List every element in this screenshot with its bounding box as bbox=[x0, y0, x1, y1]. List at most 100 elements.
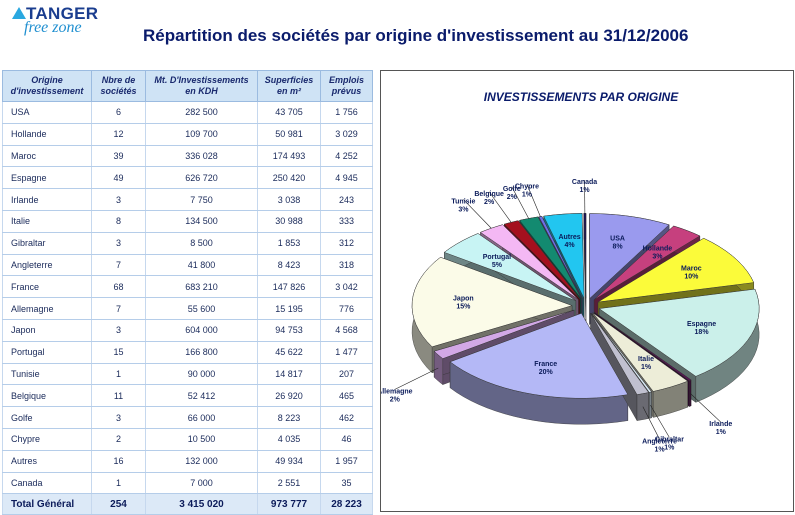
slice-label-name: Autres bbox=[558, 234, 580, 241]
slice-label-percent: 1% bbox=[579, 187, 590, 194]
cell-origine: Chypre bbox=[3, 428, 92, 450]
cell-nbre: 12 bbox=[92, 123, 146, 145]
cell-nbre: 6 bbox=[92, 102, 146, 124]
cell-superficie: 43 705 bbox=[258, 102, 321, 124]
slice-label-percent: 1% bbox=[664, 444, 675, 451]
slice-label-percent: 1% bbox=[716, 429, 727, 436]
cell-nbre: 7 bbox=[92, 298, 146, 320]
cell-emplois: 46 bbox=[321, 428, 373, 450]
cell-origine: France bbox=[3, 276, 92, 298]
cell-montant: 66 000 bbox=[146, 407, 258, 429]
cell-montant: 604 000 bbox=[146, 319, 258, 341]
slice-rim-irlande bbox=[689, 380, 691, 407]
cell-emplois: 3 029 bbox=[321, 123, 373, 145]
cell-montant: 7 000 bbox=[146, 472, 258, 494]
slice-label-percent: 3% bbox=[652, 254, 663, 261]
slice-label-name: Chypre bbox=[515, 183, 539, 190]
slice-label-name: Italie bbox=[638, 356, 654, 363]
cell-superficie: 26 920 bbox=[258, 385, 321, 407]
cell-origine: Angleterre bbox=[3, 254, 92, 276]
cell-emplois: 462 bbox=[321, 407, 373, 429]
cell-emplois: 318 bbox=[321, 254, 373, 276]
slice-label-percent: 1% bbox=[641, 364, 652, 371]
slice-rim-angleterre bbox=[637, 392, 649, 420]
slice-label-percent: 2% bbox=[507, 194, 518, 201]
cell-superficie: 94 753 bbox=[258, 319, 321, 341]
cell-origine: Espagne bbox=[3, 167, 92, 189]
slice-label-percent: 20% bbox=[539, 369, 554, 376]
slice-label-name: Espagne bbox=[687, 321, 716, 328]
slice-label-percent: 5% bbox=[492, 262, 503, 269]
slice-rim-gibraltar bbox=[649, 392, 651, 418]
chart-title: INVESTISSEMENTS PAR ORIGINE bbox=[484, 90, 679, 104]
cell-nbre: 1 bbox=[92, 472, 146, 494]
cell-nbre: 7 bbox=[92, 254, 146, 276]
cell-montant: 336 028 bbox=[146, 145, 258, 167]
cell-origine: Japon bbox=[3, 319, 92, 341]
cell-montant: 134 500 bbox=[146, 210, 258, 232]
cell-montant: 52 412 bbox=[146, 385, 258, 407]
cell-nbre: 3 bbox=[92, 189, 146, 211]
cell-montant: 8 500 bbox=[146, 232, 258, 254]
cell-superficie: 49 934 bbox=[258, 450, 321, 472]
cell-montant: 166 800 bbox=[146, 341, 258, 363]
cell-emplois: 3 042 bbox=[321, 276, 373, 298]
investment-table: Origine d'investissement Nbre de société… bbox=[2, 70, 373, 515]
cell-emplois: 465 bbox=[321, 385, 373, 407]
header-origine: Origine d'investissement bbox=[3, 71, 92, 102]
slice-label-percent: 15% bbox=[456, 304, 471, 311]
cell-nbre: 15 bbox=[92, 341, 146, 363]
cell-superficie: 14 817 bbox=[258, 363, 321, 385]
slice-label-name: Japon bbox=[453, 296, 474, 303]
cell-montant: 55 600 bbox=[146, 298, 258, 320]
slice-label-name: USA bbox=[610, 236, 625, 243]
slice-label-name: Canada bbox=[572, 179, 597, 186]
cell-origine: Belgique bbox=[3, 385, 92, 407]
cell-montant: 90 000 bbox=[146, 363, 258, 385]
cell-origine: Maroc bbox=[3, 145, 92, 167]
slice-label-name: Hollande bbox=[643, 246, 673, 253]
slice-label-percent: 1% bbox=[522, 191, 533, 198]
cell-superficie: 3 038 bbox=[258, 189, 321, 211]
cell-origine: USA bbox=[3, 102, 92, 124]
cell-nbre: 11 bbox=[92, 385, 146, 407]
cell-emplois: 1 756 bbox=[321, 102, 373, 124]
cell-origine: Italie bbox=[3, 210, 92, 232]
cell-origine: Irlande bbox=[3, 189, 92, 211]
slice-label-name: Allemagne bbox=[381, 388, 413, 395]
leader-line-allemagne bbox=[395, 368, 438, 389]
header-emplois-prevus: Emplois prévus bbox=[321, 71, 373, 102]
header-nbre-societes: Nbre de sociétés bbox=[92, 71, 146, 102]
cell-nbre: 49 bbox=[92, 167, 146, 189]
logo-mark-icon bbox=[12, 7, 26, 19]
cell-nbre: 3 bbox=[92, 407, 146, 429]
cell-superficie: 2 551 bbox=[258, 472, 321, 494]
cell-nbre: 3 bbox=[92, 319, 146, 341]
cell-superficie: 4 035 bbox=[258, 428, 321, 450]
header-montant-investissements: Mt. D'Investissements en KDH bbox=[146, 71, 258, 102]
cell-emplois: 243 bbox=[321, 189, 373, 211]
logo-text-free-zone: free zone bbox=[24, 19, 82, 37]
page-title: Répartition des sociétés par origine d'i… bbox=[143, 26, 688, 46]
cell-superficie: 50 981 bbox=[258, 123, 321, 145]
cell-nbre: 1 bbox=[92, 363, 146, 385]
slice-label-percent: 8% bbox=[612, 244, 623, 251]
cell-nbre: 2 bbox=[92, 428, 146, 450]
cell-montant: 683 210 bbox=[146, 276, 258, 298]
cell-nbre: 16 bbox=[92, 450, 146, 472]
cell-nbre: 8 bbox=[92, 210, 146, 232]
cell-origine: Autres bbox=[3, 450, 92, 472]
